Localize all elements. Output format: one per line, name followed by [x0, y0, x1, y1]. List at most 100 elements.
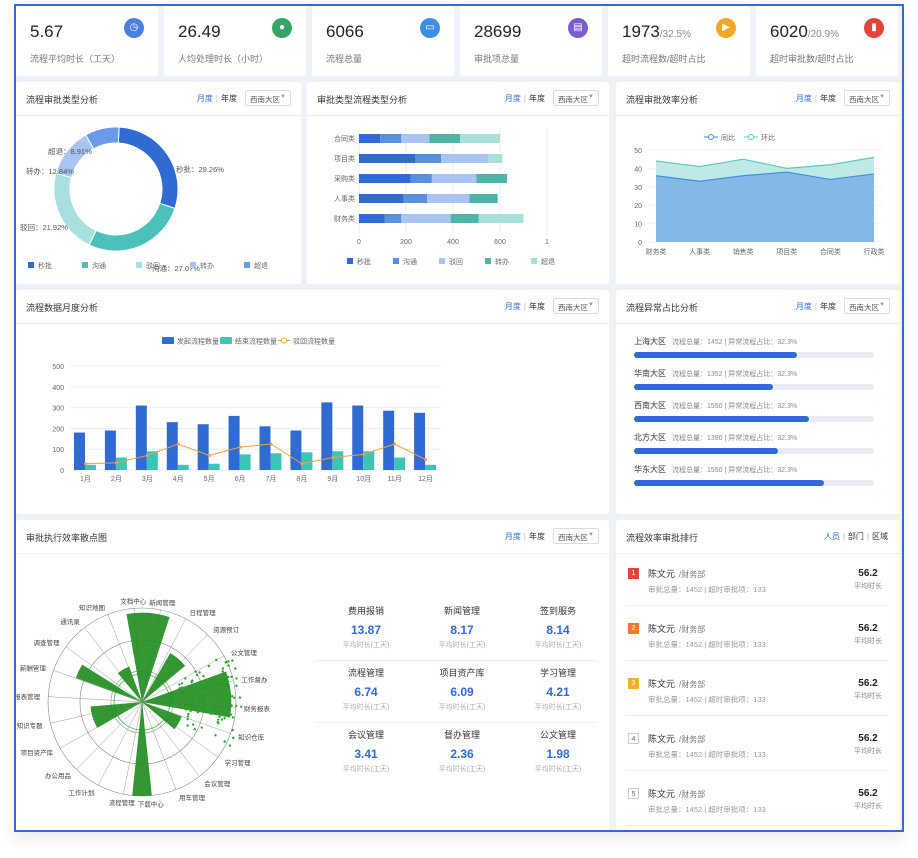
x-tick-label: 600 — [494, 239, 506, 246]
chevron-down-icon: ▼ — [588, 94, 594, 100]
kpi-card: 5.67 流程平均时长（工天） ◷ — [16, 6, 158, 76]
donut-slice-1 — [88, 202, 176, 252]
alarm-clock-icon: ◷ — [124, 18, 144, 38]
tab-dept[interactable]: 部门 — [847, 532, 864, 541]
metric-value: 8.17 — [450, 623, 474, 637]
tab-region[interactable]: 区域 — [872, 532, 888, 541]
hbar-segment — [460, 134, 500, 143]
chevron-down-icon: ▼ — [879, 302, 885, 308]
rank-row[interactable]: 3 陈文元/财务部 审批总量：1452 | 超时审批项：133 56.2 平均时长 — [626, 670, 888, 716]
metric-value: 13.87 — [350, 623, 382, 637]
rank-score: 56.2 平均时长 — [854, 788, 882, 811]
scatter-point — [200, 685, 203, 689]
x-tick-label: 12月 — [418, 475, 433, 483]
tab-year[interactable]: 年度 — [529, 532, 545, 541]
tab-year[interactable]: 年度 — [529, 302, 545, 311]
period-tabs: 月度 | 年度 — [504, 532, 545, 541]
scatter-point — [238, 696, 242, 699]
scatter-point — [223, 717, 226, 720]
bar-started — [352, 405, 364, 470]
x-tick-label: 10月 — [356, 475, 371, 483]
polar-axis-label: 报表管理 — [16, 692, 41, 701]
tab-month[interactable]: 月度 — [504, 532, 521, 541]
kpi-number: 1973 — [622, 22, 660, 41]
region-select[interactable]: 西南大区 ▼ — [553, 298, 599, 314]
tab-month[interactable]: 月度 — [504, 302, 521, 311]
rejected-line — [85, 443, 426, 465]
metric-name: 流程管理 — [347, 668, 384, 678]
region-select[interactable]: 西南大区 ▼ — [844, 90, 890, 106]
scatter-point — [201, 689, 204, 692]
region-progress-track — [634, 352, 874, 358]
polar-axis-label: 工作督办 — [241, 675, 268, 684]
bar-started — [259, 426, 271, 470]
hbar-segment — [401, 214, 451, 223]
period-tabs: 月度 | 年度 — [196, 94, 237, 103]
scatter-point — [205, 699, 209, 702]
rank-name: 陈文元/财务部 — [648, 567, 705, 580]
scatter-point — [207, 697, 210, 700]
tab-month[interactable]: 月度 — [795, 94, 812, 103]
polar-panel: 审批执行效率散点图 月度 | 年度 西南大区 ▼ 新闻管理 日程管理 资源预订 公文管理 工作… — [16, 520, 609, 830]
polar-axis-label: 下载中心 — [138, 800, 165, 809]
region-select[interactable]: 西南大区 ▼ — [245, 90, 291, 106]
kpi-suffix: /20.9% — [807, 29, 839, 40]
y-tick-label: 20 — [634, 203, 642, 210]
rank-row[interactable]: 5 陈文元/财务部 审批总量：1452 | 超时审批项：133 56.2 平均时长 — [626, 780, 888, 826]
line-point — [424, 458, 428, 462]
rank-number-badge: 5 — [628, 788, 639, 799]
tab-year[interactable]: 年度 — [529, 94, 545, 103]
x-tick-label: 200 — [400, 239, 412, 246]
scatter-point — [217, 718, 220, 721]
metric-unit: 平均时长(工天) — [342, 766, 390, 773]
hbar-segment — [410, 174, 432, 183]
scatter-point — [185, 706, 189, 710]
bar-finished — [239, 454, 251, 470]
scatter-point — [230, 695, 234, 698]
rank-number-badge: 3 — [628, 678, 639, 689]
region-select[interactable]: 西南大区 ▼ — [553, 90, 599, 106]
x-tick-label: 0 — [357, 239, 361, 246]
series-line — [655, 156, 875, 170]
region-select[interactable]: 西南大区 ▼ — [553, 528, 599, 544]
scatter-point — [218, 715, 221, 719]
bar-started — [228, 415, 240, 470]
scatter-point — [240, 705, 243, 708]
panel-header: 流程数据月度分析 月度 | 年度 西南大区 ▼ — [16, 290, 609, 324]
polar-spoke — [123, 701, 143, 795]
scatter-point — [231, 728, 234, 732]
tab-month[interactable]: 月度 — [196, 94, 213, 103]
bar-finished — [425, 464, 437, 470]
period-tabs: 月度 | 年度 — [504, 94, 545, 103]
tab-year[interactable]: 年度 — [820, 302, 836, 311]
y-tick-label: 项目类 — [334, 154, 355, 163]
scatter-point — [206, 702, 209, 706]
y-tick-label: 0 — [638, 240, 642, 247]
legend-swatch — [393, 258, 399, 264]
rank-name: 陈文元/财务部 — [648, 787, 705, 800]
tab-month[interactable]: 月度 — [795, 302, 812, 311]
rank-row[interactable]: 4 陈文元/财务部 审批总量：1452 | 超时审批项：133 56.2 平均时长 — [626, 725, 888, 771]
tab-year[interactable]: 年度 — [221, 94, 237, 103]
kpi-label: 人均处理时长（小时） — [178, 54, 269, 64]
book-icon: ▮ — [864, 18, 884, 38]
hbar-segment — [478, 214, 524, 223]
tab-month[interactable]: 月度 — [504, 94, 521, 103]
region-select[interactable]: 西南大区 ▼ — [844, 298, 890, 314]
kpi-value: 1973/32.5% — [622, 22, 691, 42]
tab-year[interactable]: 年度 — [820, 94, 836, 103]
legend-marker — [281, 337, 287, 344]
metric-value: 3.41 — [354, 747, 378, 761]
x-tick-label: 合同类 — [820, 247, 841, 256]
rank-number-badge: 4 — [628, 733, 639, 744]
tab-person[interactable]: 人员 — [823, 532, 840, 541]
bar-finished — [394, 457, 406, 470]
metric-name: 费用报销 — [347, 606, 384, 616]
scatter-point — [202, 675, 205, 678]
metric-grid: 费用报销 13.87 平均时长(工天) 新闻管理 8.17 平均时长(工天) 签到服务 8.1… — [306, 554, 606, 824]
scatter-point — [223, 740, 226, 743]
x-tick-label: 销售类 — [733, 247, 754, 256]
rank-row[interactable]: 1 陈文元/财务部 审批总量：1452 | 超时审批项：133 56.2 平均时长 — [626, 560, 888, 606]
rank-row[interactable]: 2 陈文元/财务部 审批总量：1452 | 超时审批项：133 56.2 平均时长 — [626, 615, 888, 661]
chevron-down-icon: ▼ — [280, 94, 286, 100]
